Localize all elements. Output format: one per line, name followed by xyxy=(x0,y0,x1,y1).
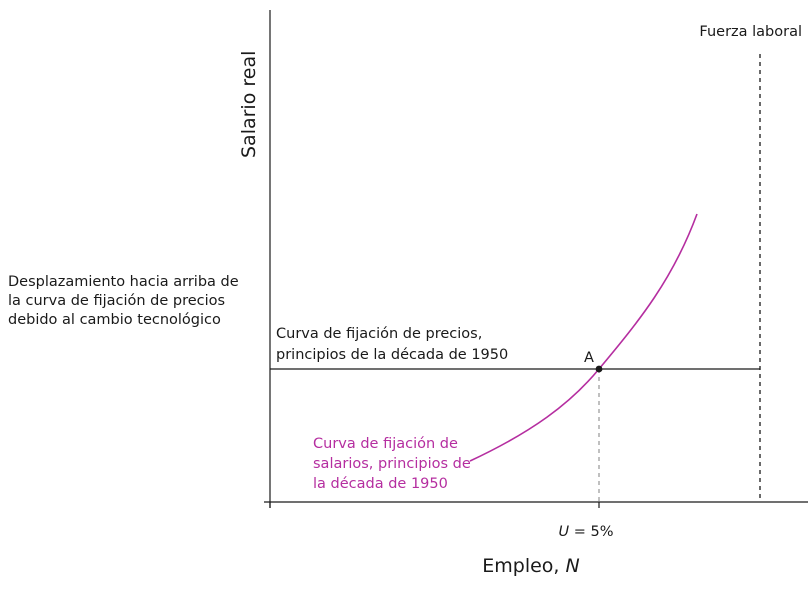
y-axis-label: Salario real xyxy=(238,51,260,158)
point-a xyxy=(595,365,603,373)
wage-curve-label-line-3: la década de 1950 xyxy=(313,476,448,492)
side-note-line-2: la curva de fijación de precios xyxy=(8,293,225,309)
x-axis-label-text: Empleo, xyxy=(482,555,565,577)
side-note-line-1: Desplazamiento hacia arriba de xyxy=(8,274,239,290)
unemployment-label: U = 5% xyxy=(559,524,614,540)
side-note-line-3: debido al cambio tecnológico xyxy=(8,312,221,328)
x-axis-label-var: N xyxy=(566,555,580,577)
wage-setting-curve xyxy=(469,213,698,462)
x-axis-label: Empleo, N xyxy=(482,555,579,577)
unemployment-value: = 5% xyxy=(569,524,613,540)
labor-force-label: Fuerza laboral xyxy=(699,24,802,40)
wage-curve-label-line-1: Curva de fijación de xyxy=(313,436,458,452)
wage-curve-label-line-2: salarios, principios de xyxy=(313,456,471,472)
price-curve-label-line-1: Curva de fijación de precios, xyxy=(276,326,482,342)
point-a-label: A xyxy=(584,350,594,366)
unemployment-var: U xyxy=(559,524,570,540)
price-curve-label-line-2: principios de la década de 1950 xyxy=(276,347,508,363)
